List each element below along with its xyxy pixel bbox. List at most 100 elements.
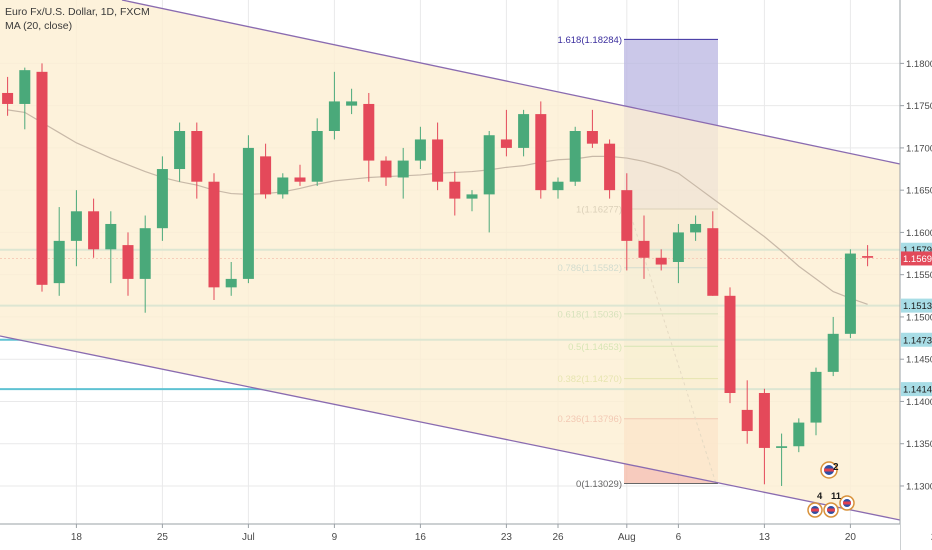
last-price-badge: [901, 251, 932, 266]
event-count-a: 2: [833, 462, 839, 473]
channel-lower-line: [0, 335, 901, 521]
candle-23: [397, 160, 409, 178]
time-tick-label-0: 18: [71, 532, 83, 543]
candle-50: [862, 256, 874, 258]
level-badge-2: [901, 332, 932, 347]
price-tick-label-8: 1.14000: [906, 397, 932, 408]
candle-41: [707, 228, 719, 296]
candle-25: [432, 139, 444, 182]
candle-14: [242, 147, 254, 279]
time-tick-label-11: 27: [931, 532, 932, 543]
candle-38: [655, 257, 667, 265]
price-axis: 1.18000 1.17500 1.17000 1.16500 1.16000 1.155…: [899, 0, 932, 550]
candle-29: [500, 139, 512, 148]
time-tick-label-5: 23: [501, 532, 513, 543]
price-tick-label-5: 1.15500: [906, 270, 932, 281]
level-badge-label-1: 1.15134: [903, 301, 932, 312]
candle-9: [156, 169, 168, 229]
candle-15: [260, 156, 272, 195]
price-tick-label-9: 1.13500: [906, 439, 932, 450]
price-tick-label-7: 1.14500: [906, 355, 932, 366]
fib-level-label-0: 1.618(1.18284): [558, 35, 622, 46]
candle-46: [793, 422, 805, 447]
candle-12: [208, 181, 220, 288]
level-badge-1: [901, 298, 932, 313]
event-badge-a-stripe: [824, 468, 834, 472]
chart-symbol-title: Euro Fx/U.S. Dollar, 1D, FXCM: [5, 6, 150, 18]
time-tick-label-2: Jul: [242, 532, 255, 543]
candle-10: [174, 131, 186, 170]
indicator-label: MA (20, close): [5, 20, 73, 32]
price-tick-label-6: 1.15000: [906, 312, 932, 323]
candle-16: [277, 177, 289, 195]
candle-2: [36, 71, 48, 285]
candle-18: [311, 131, 323, 182]
candle-48: [827, 333, 839, 372]
trend-channel[interactable]: [0, 0, 901, 521]
candle-37: [638, 240, 650, 258]
event-badge-c-stripe: [827, 508, 835, 512]
candle-5: [88, 211, 100, 250]
candle-36: [621, 190, 633, 241]
event-badge-d-stripe: [843, 501, 851, 505]
candle-24: [414, 139, 426, 161]
time-tick-label-4: 16: [415, 532, 427, 543]
event-count-b: 4: [817, 491, 823, 502]
candle-39: [672, 232, 684, 262]
candle-49: [844, 253, 856, 334]
candle-22: [380, 160, 392, 178]
time-tick-label-10: 20: [845, 532, 857, 543]
candle-17: [294, 177, 306, 182]
candle-42: [724, 295, 736, 393]
price-tick-label-3: 1.16500: [906, 186, 932, 197]
level-badge-3: [901, 382, 932, 397]
candle-13: [225, 278, 237, 288]
fib-level-label-7: 0(1.13029): [576, 479, 622, 490]
candle-43: [741, 409, 753, 432]
last-price-label: 1.15692: [903, 254, 932, 265]
candle-4: [70, 211, 82, 241]
level-badge-label-2: 1.14730: [903, 335, 932, 346]
candle-1: [19, 70, 31, 104]
time-axis: 18 25 Jul 9 16 23 26 Aug 6 13 20 27: [0, 523, 932, 550]
price-tick-label-2: 1.17000: [906, 143, 932, 154]
candlesticks: [2, 63, 874, 486]
candle-40: [690, 223, 702, 233]
candle-11: [191, 131, 203, 182]
candle-27: [466, 194, 478, 199]
candle-0: [2, 92, 14, 104]
candle-32: [552, 181, 564, 191]
price-tick-label-10: 1.13000: [906, 481, 932, 492]
price-tick-label-4: 1.16000: [906, 228, 932, 239]
level-badge-label-3: 1.14146: [903, 385, 932, 396]
candle-35: [604, 143, 616, 191]
candle-45: [776, 446, 788, 448]
candle-21: [363, 103, 375, 161]
time-tick-label-7: Aug: [618, 532, 636, 543]
candle-34: [586, 131, 598, 144]
candle-30: [518, 114, 530, 148]
time-tick-label-1: 25: [157, 532, 169, 543]
candle-33: [569, 131, 581, 182]
candle-26: [449, 181, 461, 199]
price-tick-label-0: 1.18000: [906, 59, 932, 70]
price-tick-label-1: 1.17500: [906, 101, 932, 112]
candle-3: [53, 240, 65, 284]
candle-28: [483, 135, 495, 195]
candle-31: [535, 114, 547, 191]
channel-upper-line: [121, 0, 901, 165]
time-tick-label-8: 6: [676, 532, 682, 543]
time-tick-label-9: 13: [759, 532, 771, 543]
candle-20: [346, 101, 358, 106]
event-markers[interactable]: 2 4 11: [807, 461, 855, 518]
candle-6: [105, 223, 117, 250]
event-count-c: 11: [831, 491, 842, 502]
time-tick-label-3: 9: [332, 532, 338, 543]
level-badge-label-0: 1.15795: [903, 245, 932, 256]
event-badge-b-stripe: [811, 508, 819, 512]
channel-fill: [0, 0, 900, 520]
candle-19: [328, 101, 340, 131]
candle-47: [810, 371, 822, 423]
time-tick-label-6: 26: [552, 532, 564, 543]
